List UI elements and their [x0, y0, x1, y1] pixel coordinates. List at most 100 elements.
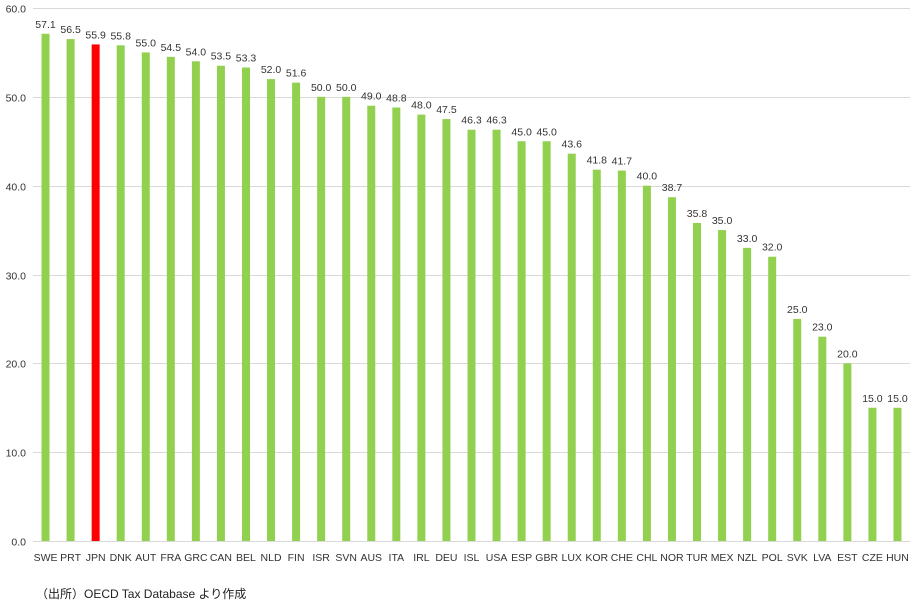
y-tick-label: 10.0 — [6, 448, 27, 460]
data-label-est: 20.0 — [837, 348, 858, 360]
category-label-fra: FRA — [160, 552, 181, 564]
bar-fin — [292, 82, 301, 542]
bar-kor — [592, 169, 601, 541]
source-note: （出所）OECD Tax Database より作成 — [36, 587, 247, 601]
bar-lva — [818, 336, 827, 541]
data-label-kor: 41.8 — [587, 155, 608, 167]
data-label-usa: 46.3 — [486, 115, 507, 127]
category-label-isl: ISL — [464, 552, 480, 564]
data-label-grc: 54.0 — [186, 46, 207, 58]
category-label-hun: HUN — [886, 552, 909, 564]
category-label-svn: SVN — [335, 552, 357, 564]
data-label-aus: 49.0 — [361, 91, 382, 103]
y-tick-label: 30.0 — [6, 271, 27, 283]
data-label-nor: 38.7 — [662, 182, 683, 194]
bar-nor — [667, 197, 676, 541]
data-label-hun: 15.0 — [887, 393, 908, 405]
bar-hun — [893, 407, 902, 541]
category-label-ita: ITA — [389, 552, 405, 564]
bar-isl — [467, 129, 476, 541]
category-label-jpn: JPN — [86, 552, 106, 564]
category-label-mex: MEX — [711, 552, 734, 564]
category-label-aut: AUT — [135, 552, 157, 564]
category-label-chl: CHL — [636, 552, 657, 564]
bar-nzl — [743, 247, 752, 541]
category-label-can: CAN — [210, 552, 232, 564]
data-label-prt: 56.5 — [60, 24, 81, 36]
bar-aut — [141, 52, 150, 542]
data-label-fra: 54.5 — [161, 42, 182, 54]
data-label-swe: 57.1 — [35, 19, 56, 31]
bar-tur — [693, 222, 702, 541]
bar-cze — [868, 407, 877, 541]
bar-esp — [517, 141, 526, 541]
bar-prt — [66, 39, 75, 541]
y-tick-label: 0.0 — [11, 537, 26, 549]
category-label-pol: POL — [762, 552, 783, 564]
bar-isr — [317, 96, 326, 541]
bar-jpn — [91, 44, 100, 542]
category-label-irl: IRL — [413, 552, 430, 564]
category-label-prt: PRT — [60, 552, 81, 564]
data-label-nzl: 33.0 — [737, 233, 758, 245]
category-label-bel: BEL — [236, 552, 256, 564]
y-tick-label: 20.0 — [6, 359, 27, 371]
data-label-jpn: 55.9 — [85, 29, 106, 41]
data-label-tur: 35.8 — [687, 208, 708, 220]
category-label-fin: FIN — [288, 552, 305, 564]
y-tick-label: 60.0 — [6, 4, 27, 16]
category-label-grc: GRC — [184, 552, 208, 564]
bar-svk — [793, 318, 802, 541]
y-tick-label: 50.0 — [6, 93, 27, 105]
bar-bel — [241, 67, 250, 541]
data-label-svk: 25.0 — [787, 304, 808, 316]
category-label-svk: SVK — [787, 552, 808, 564]
category-label-nor: NOR — [660, 552, 684, 564]
data-label-chl: 40.0 — [637, 171, 658, 183]
data-label-irl: 48.0 — [411, 100, 432, 112]
bar-irl — [417, 114, 426, 541]
category-label-swe: SWE — [34, 552, 58, 564]
bar-gbr — [542, 141, 551, 541]
bar-grc — [191, 61, 200, 542]
category-label-che: CHE — [611, 552, 633, 564]
category-label-esp: ESP — [511, 552, 532, 564]
data-label-isr: 50.0 — [311, 82, 332, 94]
category-label-nzl: NZL — [737, 552, 757, 564]
bar-nld — [267, 79, 276, 542]
bars — [41, 33, 902, 542]
data-label-lva: 23.0 — [812, 322, 833, 334]
data-label-gbr: 45.0 — [536, 126, 557, 138]
data-label-svn: 50.0 — [336, 82, 357, 94]
category-label-kor: KOR — [585, 552, 608, 564]
data-label-nld: 52.0 — [261, 64, 282, 76]
data-label-ita: 48.8 — [386, 92, 407, 104]
data-label-isl: 46.3 — [461, 115, 482, 127]
data-label-che: 41.7 — [612, 156, 633, 168]
category-label-isr: ISR — [312, 552, 330, 564]
bar-mex — [718, 230, 727, 542]
data-label-bel: 53.3 — [236, 53, 257, 65]
bar-est — [843, 363, 852, 541]
data-label-esp: 45.0 — [511, 126, 532, 138]
bar-dnk — [116, 45, 125, 542]
y-tick-label: 40.0 — [6, 182, 27, 194]
x-axis-category-labels: SWE PRT JPN DNK AUT FRA GRC CAN BEL NLD FIN ISR SVN A… — [34, 552, 909, 564]
data-labels: 57.1 56.5 55.9 55.8 55.0 54.5 54.0 53.5 53.3 52.0… — [35, 19, 908, 405]
category-label-lux: LUX — [562, 552, 582, 564]
category-label-tur: TUR — [686, 552, 708, 564]
category-label-est: EST — [837, 552, 858, 564]
data-label-fin: 51.6 — [286, 68, 307, 80]
bar-lux — [567, 153, 576, 542]
bar-chl — [642, 185, 651, 541]
data-label-mex: 35.0 — [712, 215, 733, 227]
category-label-nld: NLD — [261, 552, 282, 564]
bar-ita — [392, 107, 401, 541]
category-label-lva: LVA — [813, 552, 831, 564]
bar-deu — [442, 119, 451, 542]
bar-fra — [166, 56, 175, 541]
data-label-can: 53.5 — [211, 51, 232, 63]
bar-can — [216, 65, 225, 541]
category-label-deu: DEU — [435, 552, 457, 564]
